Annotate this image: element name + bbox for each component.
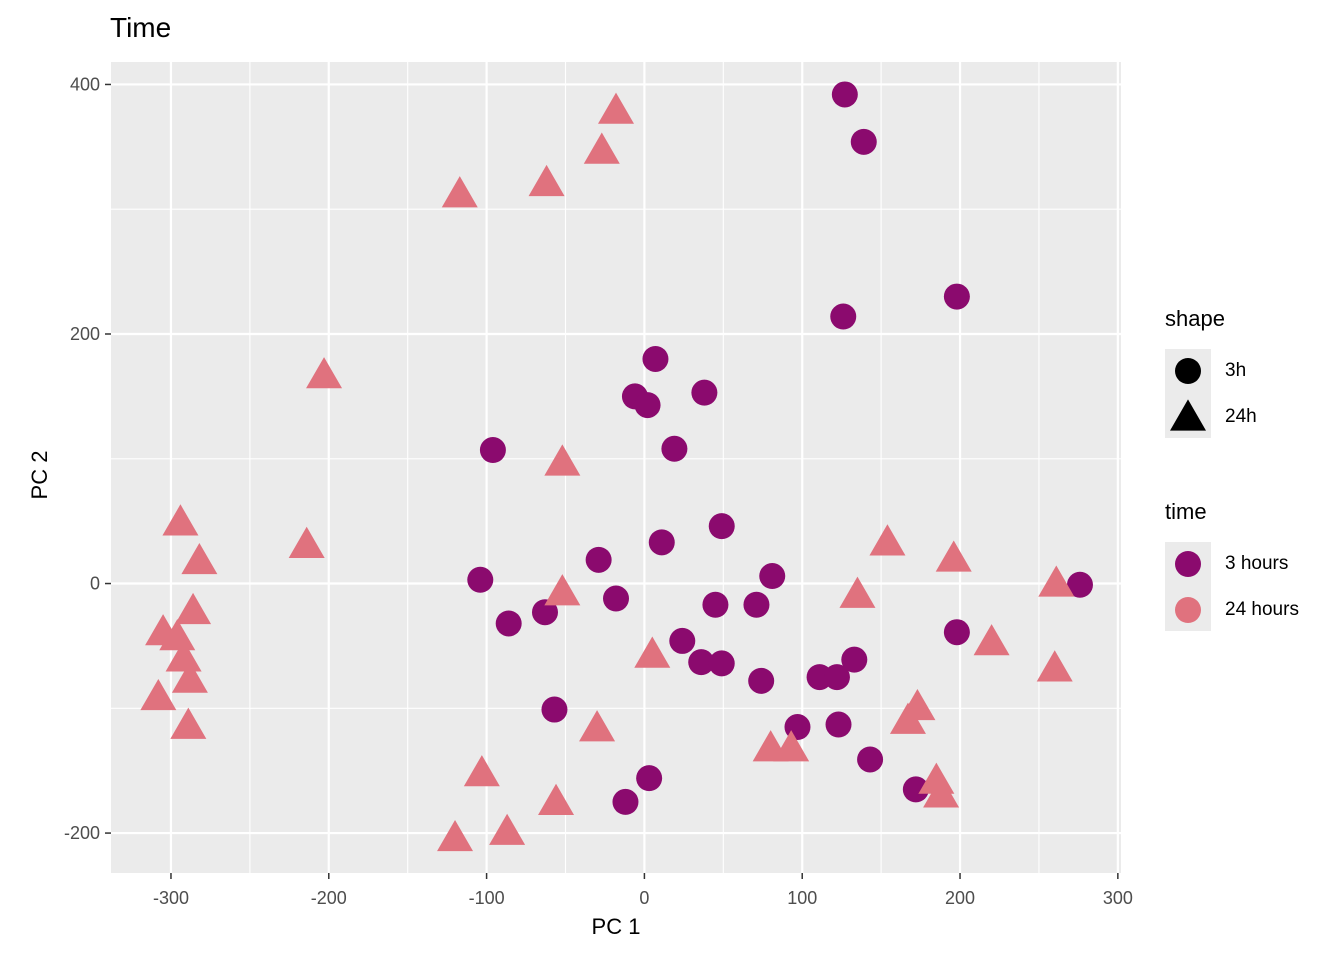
legend-key-3-hours bbox=[1175, 551, 1201, 577]
data-point-circle bbox=[612, 788, 639, 815]
legend-label-3-hours: 3 hours bbox=[1225, 553, 1289, 574]
data-point-triangle bbox=[162, 504, 199, 536]
data-point-triangle bbox=[1036, 650, 1073, 682]
legend-label-24-hours: 24 hours bbox=[1225, 599, 1299, 620]
data-point-circle bbox=[669, 627, 696, 654]
data-point-triangle bbox=[935, 540, 972, 572]
data-point-circle bbox=[603, 585, 629, 612]
legend-key-24-hours bbox=[1175, 597, 1201, 623]
data-point-triangle bbox=[181, 542, 218, 575]
y-tick-label: 400 bbox=[70, 74, 100, 94]
data-point-triangle bbox=[463, 755, 500, 787]
data-point-circle bbox=[495, 610, 522, 637]
data-point-circle bbox=[748, 667, 775, 694]
y-tick-label: -200 bbox=[64, 823, 100, 843]
x-tick-label: 100 bbox=[787, 888, 817, 908]
legend-title-shape: shape bbox=[1165, 306, 1225, 331]
x-tick-label: 0 bbox=[639, 888, 649, 908]
data-point-triangle bbox=[140, 678, 177, 711]
data-point-triangle bbox=[973, 624, 1010, 656]
data-point-circle bbox=[850, 128, 877, 155]
x-tick-label: -300 bbox=[153, 888, 189, 908]
axis-ticks: -300 -200 -100 0 100 200 300 -200 0 200 400 bbox=[64, 74, 1133, 908]
data-point-triangle bbox=[583, 132, 620, 164]
data-point-circle bbox=[857, 746, 884, 773]
data-point-circle bbox=[479, 437, 506, 464]
data-point-triangle bbox=[544, 444, 581, 476]
data-point-circle bbox=[531, 599, 558, 626]
data-point-circle bbox=[636, 765, 663, 792]
data-point-circle bbox=[648, 529, 675, 556]
data-point-triangle bbox=[171, 661, 208, 693]
data-point-triangle bbox=[489, 813, 526, 845]
data-point-triangle bbox=[528, 164, 565, 197]
data-point-triangle bbox=[306, 357, 343, 389]
data-point-circle bbox=[585, 546, 612, 573]
data-point-triangle bbox=[170, 707, 207, 739]
data-point-circle bbox=[825, 711, 852, 738]
data-point-triangle bbox=[544, 574, 581, 606]
data-point-circle bbox=[661, 435, 688, 462]
data-point-circle bbox=[541, 696, 568, 723]
y-axis-label: PC 2 bbox=[27, 450, 52, 500]
data-point-circle bbox=[708, 650, 735, 677]
data-point-circle bbox=[943, 283, 970, 310]
x-tick-label: 200 bbox=[945, 888, 975, 908]
x-tick-label: -200 bbox=[311, 888, 347, 908]
data-point-triangle bbox=[437, 819, 474, 852]
data-point-circle bbox=[823, 664, 850, 691]
data-point-circle bbox=[1066, 571, 1093, 598]
data-point-circle bbox=[702, 591, 729, 618]
x-tick-label: 300 bbox=[1103, 888, 1133, 908]
data-point-triangle bbox=[538, 783, 575, 815]
data-point-triangle bbox=[165, 640, 202, 672]
data-point-triangle bbox=[839, 576, 876, 608]
data-point-circle bbox=[691, 379, 718, 406]
data-point-triangle bbox=[923, 776, 960, 808]
data-point-circle bbox=[467, 566, 494, 593]
data-point-circle bbox=[841, 646, 868, 673]
data-point-triangle bbox=[175, 592, 212, 625]
data-point-triangle bbox=[441, 176, 478, 208]
plot-panel bbox=[111, 62, 1121, 873]
legend-label-24h: 24h bbox=[1225, 406, 1257, 427]
data-point-triangle bbox=[1038, 565, 1075, 597]
data-point-triangle bbox=[288, 526, 325, 558]
y-tick-label: 0 bbox=[90, 574, 100, 594]
data-point-triangle bbox=[889, 702, 926, 734]
data-points bbox=[140, 81, 1093, 852]
data-point-triangle bbox=[634, 636, 671, 668]
legend-title-time: time bbox=[1165, 499, 1207, 524]
legend-key-circle bbox=[1175, 358, 1201, 384]
legend-key-triangle bbox=[1170, 399, 1206, 431]
data-point-circle bbox=[759, 563, 786, 590]
legend-keys bbox=[1165, 349, 1211, 631]
legend-label-3h: 3h bbox=[1225, 360, 1247, 381]
x-tick-label: -100 bbox=[469, 888, 505, 908]
data-point-circle bbox=[743, 591, 770, 618]
chart-title: Time bbox=[110, 12, 172, 43]
data-point-circle bbox=[642, 345, 669, 372]
data-point-triangle bbox=[579, 710, 616, 742]
data-point-circle bbox=[902, 776, 929, 803]
data-point-circle bbox=[831, 81, 858, 108]
data-point-circle bbox=[634, 392, 661, 419]
data-point-circle bbox=[708, 513, 735, 540]
data-point-triangle bbox=[869, 524, 906, 556]
data-point-triangle bbox=[773, 730, 810, 762]
x-axis-label: PC 1 bbox=[591, 914, 641, 939]
data-point-circle bbox=[943, 619, 970, 646]
data-point-triangle bbox=[159, 619, 196, 651]
data-point-triangle bbox=[598, 92, 634, 124]
minor-gridlines bbox=[111, 62, 1121, 873]
data-point-circle bbox=[688, 649, 715, 676]
y-tick-label: 200 bbox=[70, 324, 100, 344]
data-point-circle bbox=[830, 303, 857, 330]
